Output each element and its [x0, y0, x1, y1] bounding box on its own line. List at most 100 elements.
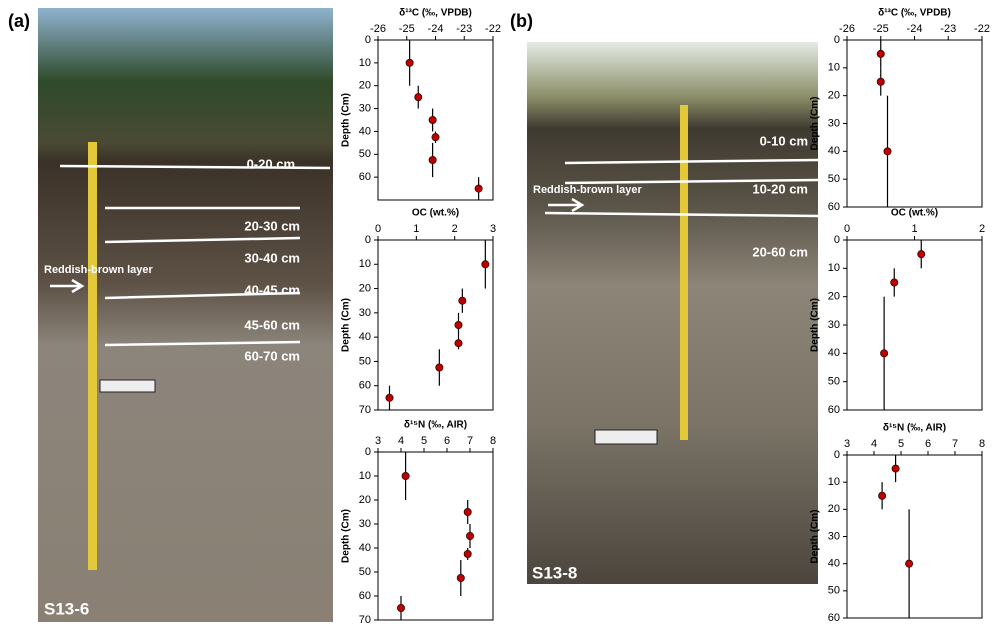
- layer-label: 40-45 cm: [244, 282, 300, 297]
- x-tick-label: 6: [925, 438, 931, 450]
- panel-label: (b): [510, 11, 533, 31]
- scale-bar: [99, 379, 156, 393]
- y-tick-label: 10: [828, 62, 840, 74]
- plot-frame: [846, 39, 983, 208]
- y-axis-label: Depth (Cm): [810, 298, 821, 352]
- data-point: [405, 58, 414, 67]
- data-point: [883, 147, 892, 156]
- x-axis-label: δ¹³C (‰, VPDB): [399, 8, 472, 19]
- y-axis-label: Depth (Cm): [341, 93, 352, 147]
- x-axis-label: δ¹⁵N (‰, AIR): [404, 420, 467, 431]
- plot-frame: [846, 454, 983, 619]
- photo-a: [38, 8, 333, 622]
- data-point: [905, 559, 914, 568]
- y-tick-label: 60: [828, 612, 840, 624]
- x-tick-label: -24: [428, 23, 444, 35]
- x-tick-label: 5: [898, 438, 904, 450]
- x-tick-label: 3: [375, 435, 381, 447]
- y-tick-label: 60: [828, 404, 840, 416]
- data-point: [431, 133, 440, 142]
- y-tick-label: 70: [359, 404, 371, 416]
- y-tick-label: 50: [828, 173, 840, 185]
- y-tick-label: 0: [834, 34, 840, 46]
- x-tick-label: 7: [952, 438, 958, 450]
- x-tick-label: -23: [456, 23, 472, 35]
- x-tick-label: 7: [467, 435, 473, 447]
- x-tick-label: 3: [490, 223, 496, 235]
- y-tick-label: 20: [828, 90, 840, 102]
- y-axis-label: Depth (Cm): [341, 298, 352, 352]
- layer-label: 0-20 cm: [247, 156, 295, 171]
- x-tick-label: -25: [873, 23, 889, 35]
- data-point: [917, 250, 926, 259]
- y-tick-label: 40: [359, 331, 371, 343]
- y-tick-label: 50: [359, 355, 371, 367]
- data-point: [454, 320, 463, 329]
- data-point: [396, 604, 405, 613]
- y-tick-label: 20: [359, 494, 371, 506]
- data-point: [454, 339, 463, 348]
- data-point: [465, 532, 474, 541]
- data-point: [414, 93, 423, 102]
- site-label: S13-8: [532, 563, 577, 582]
- x-tick-label: 6: [444, 435, 450, 447]
- x-tick-label: -26: [839, 23, 855, 35]
- y-tick-label: 10: [359, 470, 371, 482]
- y-tick-label: 40: [828, 558, 840, 570]
- y-tick-label: 0: [834, 449, 840, 461]
- data-point: [880, 349, 889, 358]
- x-axis-label: OC (wt.%): [412, 208, 459, 219]
- annotation: Reddish-brown layer: [533, 184, 643, 196]
- y-axis-label: Depth (Cm): [341, 509, 352, 563]
- y-tick-label: 40: [828, 145, 840, 157]
- data-point: [891, 464, 900, 473]
- y-tick-label: 40: [359, 542, 371, 554]
- tape-measure: [88, 142, 97, 570]
- y-tick-label: 60: [828, 201, 840, 213]
- data-point: [474, 184, 483, 193]
- arrow: [50, 278, 85, 294]
- x-tick-label: 1: [911, 223, 917, 235]
- data-point: [878, 491, 887, 500]
- data-point: [435, 363, 444, 372]
- data-point: [456, 574, 465, 583]
- chart: 3 4 5 6 7 8 0 10 20 30 40 50 60 δ¹⁵N (‰, AIR) Depth (C…: [810, 423, 985, 624]
- data-point: [458, 296, 467, 305]
- y-tick-label: 60: [359, 171, 371, 183]
- y-tick-label: 50: [828, 585, 840, 597]
- y-tick-label: 20: [828, 291, 840, 303]
- data-point: [428, 116, 437, 125]
- data-point: [463, 507, 472, 516]
- y-tick-label: 50: [828, 376, 840, 388]
- y-tick-label: 30: [828, 117, 840, 129]
- data-point: [463, 550, 472, 559]
- data-point: [481, 260, 490, 269]
- x-axis-label: δ¹³C (‰, VPDB): [878, 8, 951, 19]
- x-tick-label: 4: [871, 438, 877, 450]
- x-tick-label: 5: [421, 435, 427, 447]
- x-tick-label: 2: [452, 223, 458, 235]
- y-tick-label: 40: [828, 347, 840, 359]
- y-tick-label: 10: [359, 258, 371, 270]
- x-axis-label: δ¹⁵N (‰, AIR): [883, 423, 946, 434]
- y-tick-label: 60: [359, 380, 371, 392]
- y-tick-label: 50: [359, 566, 371, 578]
- y-axis-label: Depth (Cm): [810, 510, 821, 564]
- y-tick-label: 10: [828, 476, 840, 488]
- data-point: [876, 77, 885, 86]
- site-label: S13-6: [44, 599, 89, 618]
- y-tick-label: 50: [359, 148, 371, 160]
- layer-label: 60-70 cm: [244, 348, 300, 363]
- y-tick-label: 0: [834, 234, 840, 246]
- chart: -26 -25 -24 -23 -22 0 10 20 30 40 50 60 δ¹³C (‰, VPD…: [810, 8, 990, 213]
- panel-label: (a): [8, 11, 30, 31]
- annotation: Reddish-brown layer: [44, 264, 154, 276]
- x-tick-label: -23: [940, 23, 956, 35]
- y-axis-label: Depth (Cm): [810, 97, 821, 151]
- data-point: [890, 278, 899, 287]
- x-tick-label: 0: [375, 223, 381, 235]
- x-tick-label: 1: [413, 223, 419, 235]
